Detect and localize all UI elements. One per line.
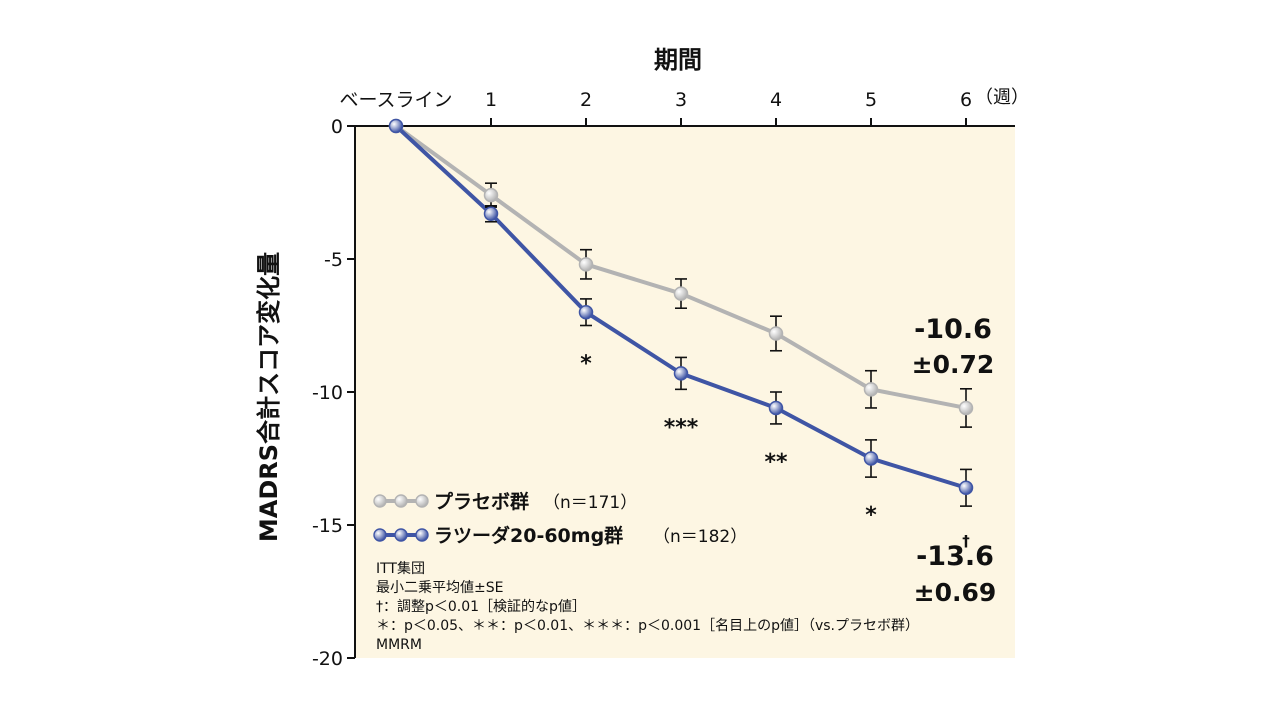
legend-marker-1 (415, 528, 429, 542)
data-point (483, 187, 499, 203)
data-point (863, 451, 879, 466)
data-point (958, 480, 974, 496)
y-tick-label: -10 (312, 382, 343, 404)
x-tick-label: ベースライン (339, 89, 452, 111)
placebo-final-se: ±0.72 (912, 350, 995, 379)
data-point (863, 382, 879, 397)
y-tick-label: -5 (324, 249, 343, 271)
data-point (768, 326, 784, 341)
significance-marker: * (865, 503, 877, 528)
data-point (578, 304, 594, 320)
lurasidone-final-value: -13.6 (916, 541, 994, 572)
data-point (673, 366, 689, 381)
footnote-0: ITT集団 (376, 560, 425, 577)
plot-background (355, 126, 1015, 658)
data-point (673, 286, 689, 301)
footnote-2: †：調整p＜0.01［検証的なp値］ (376, 599, 586, 615)
legend-marker-0 (373, 494, 387, 508)
significance-marker: *** (664, 415, 699, 440)
x-tick-label: 3 (675, 89, 687, 111)
legend-n-1: （n＝182） (653, 527, 747, 547)
significance-marker: ** (764, 450, 788, 475)
footnote-3: ＊：p＜0.05、＊＊：p＜0.01、＊＊＊：p＜0.001［名目上のp値］（v… (376, 618, 919, 634)
y-axis-title: MADRS合計スコア変化量 (255, 252, 283, 542)
footnote-1: 最小二乗平均値±SE (376, 580, 503, 596)
x-tick-label: 6 (960, 89, 972, 111)
lurasidone-final-se: ±0.69 (914, 578, 997, 607)
x-tick-label: 4 (770, 89, 782, 111)
x-tick-label: 2 (580, 89, 592, 111)
legend-marker-0 (415, 494, 429, 508)
legend-marker-1 (394, 528, 408, 542)
footnote-4: MMRM (376, 637, 422, 653)
y-tick-label: -15 (312, 515, 343, 537)
placebo-final-value: -10.6 (914, 314, 992, 345)
y-tick-label: 0 (331, 116, 343, 138)
x-tick-label: 5 (865, 89, 877, 111)
legend-label-0: プラセボ群 (434, 490, 529, 513)
legend-n-0: （n＝171） (543, 493, 637, 513)
legend-marker-0 (394, 494, 408, 508)
legend-label-1: ラツーダ20-60mg群 (434, 524, 623, 547)
significance-marker: † (962, 532, 970, 550)
x-axis-title: 期間 (654, 46, 702, 74)
data-point (578, 257, 594, 272)
data-point (388, 118, 404, 134)
legend-marker-1 (373, 528, 387, 542)
x-tick-label: 1 (485, 89, 497, 111)
x-axis-unit: （週） (975, 87, 1029, 108)
data-point (768, 400, 784, 416)
data-point (958, 400, 974, 416)
data-point (483, 206, 499, 222)
significance-marker: * (580, 352, 592, 377)
y-tick-label: -20 (312, 648, 343, 670)
